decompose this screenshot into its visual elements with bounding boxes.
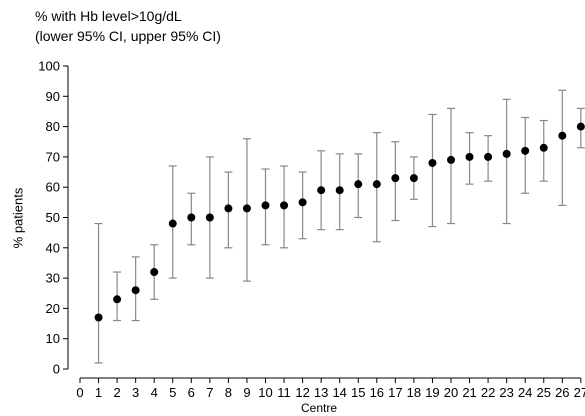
data-point — [576, 122, 585, 131]
y-tick-label: 0 — [53, 362, 60, 377]
y-tick-label: 20 — [46, 301, 60, 316]
data-point — [391, 174, 400, 183]
x-tick-label: 17 — [388, 385, 402, 400]
data-point — [168, 219, 177, 228]
x-axis-label: Centre — [300, 401, 338, 415]
x-tick-label: 2 — [113, 385, 120, 400]
x-tick-label: 20 — [444, 385, 458, 400]
data-point — [428, 158, 437, 167]
y-tick-label: 90 — [46, 89, 60, 104]
data-point — [131, 286, 140, 295]
data-point — [242, 204, 251, 213]
chart-title-line-2: (lower 95% CI, upper 95% CI) — [35, 28, 221, 44]
y-tick-label: 100 — [38, 59, 60, 74]
y-tick-label: 50 — [46, 210, 60, 225]
x-tick-label: 5 — [169, 385, 176, 400]
data-point — [502, 149, 511, 158]
x-tick-label: 0 — [76, 385, 83, 400]
data-point — [113, 295, 122, 304]
x-tick-label: 11 — [277, 385, 291, 400]
data-point — [539, 143, 548, 152]
data-point — [335, 186, 344, 195]
x-tick-label: 23 — [499, 385, 513, 400]
x-tick-label: 10 — [258, 385, 272, 400]
x-tick-label: 4 — [151, 385, 158, 400]
data-point — [558, 131, 567, 140]
data-point — [150, 268, 159, 277]
data-point — [354, 180, 363, 189]
x-tick-label: 3 — [132, 385, 139, 400]
data-point — [484, 152, 493, 161]
x-tick-label: 7 — [206, 385, 213, 400]
x-tick-label: 9 — [243, 385, 250, 400]
x-tick-label: 8 — [225, 385, 232, 400]
x-tick-label: 21 — [462, 385, 476, 400]
x-tick-label: 12 — [295, 385, 309, 400]
data-point — [261, 201, 270, 210]
x-tick-label: 19 — [425, 385, 439, 400]
x-tick-label: 24 — [518, 385, 532, 400]
x-tick-label: 15 — [351, 385, 365, 400]
data-point — [521, 146, 530, 155]
x-tick-label: 14 — [332, 385, 346, 400]
x-tick-label: 26 — [555, 385, 569, 400]
data-point — [224, 204, 233, 213]
y-tick-label: 80 — [46, 119, 60, 134]
data-point — [465, 152, 474, 161]
data-point — [372, 180, 381, 189]
data-point — [280, 201, 289, 210]
data-point — [409, 174, 418, 183]
data-point — [317, 186, 326, 195]
x-tick-label: 1 — [95, 385, 102, 400]
data-point — [447, 155, 455, 164]
x-tick-label: 16 — [370, 385, 384, 400]
x-tick-label: 18 — [407, 385, 421, 400]
y-tick-label: 60 — [46, 180, 60, 195]
chart-title-line-1: % with Hb level>10g/dL — [35, 8, 182, 24]
data-point — [187, 213, 196, 222]
y-tick-label: 10 — [46, 331, 60, 346]
y-tick-label: 30 — [46, 271, 60, 286]
data-point — [205, 213, 214, 222]
data-point — [94, 313, 103, 322]
x-tick-label: 22 — [481, 385, 495, 400]
x-tick-label: 25 — [537, 385, 551, 400]
data-point — [298, 198, 307, 207]
y-tick-label: 70 — [46, 149, 60, 164]
y-tick-label: 40 — [46, 240, 60, 255]
x-tick-label: 13 — [314, 385, 328, 400]
x-tick-label: 27 — [574, 385, 585, 400]
x-tick-label: 6 — [188, 385, 195, 400]
